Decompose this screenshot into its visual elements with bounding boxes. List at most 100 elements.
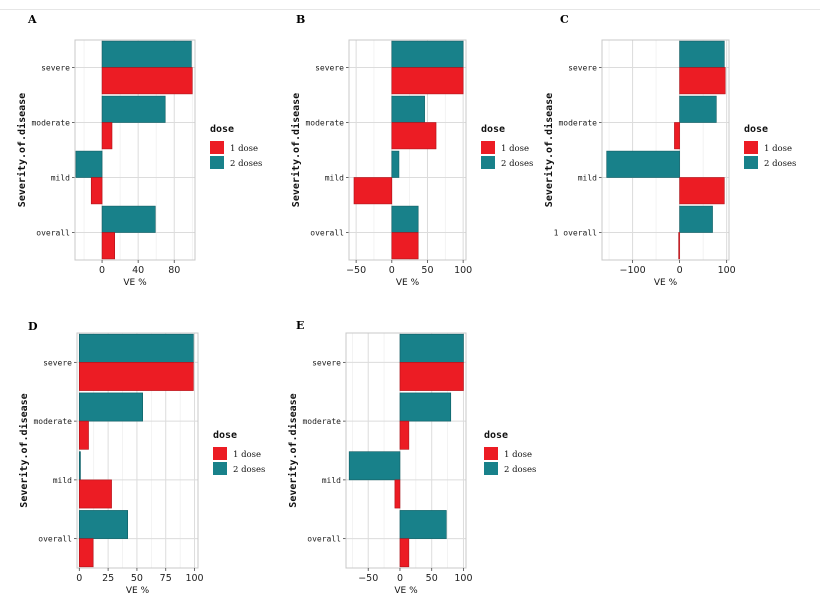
bar-2-doses-moderate (399, 392, 452, 422)
x-tick-label: 100 (454, 573, 472, 584)
x-axis-title: VE % (126, 586, 150, 596)
y-axis-title: Severity.of.disease (18, 393, 30, 507)
legend-swatch-2-doses (481, 156, 495, 169)
x-axis-title: VE % (394, 586, 418, 596)
bar-1-dose-mild (679, 177, 725, 205)
x-axis-title: VE % (123, 278, 147, 288)
x-tick-label: 75 (160, 573, 172, 584)
x-tick-label: 50 (131, 573, 143, 584)
x-tick-label: 40 (132, 265, 144, 276)
x-tick-label: −100 (620, 265, 646, 276)
bar-2-doses-mild (75, 150, 103, 178)
y-tick-label: overall (307, 535, 341, 544)
top-divider (0, 9, 820, 10)
bar-2-doses-severe (679, 40, 725, 68)
bar-1-dose-moderate (79, 420, 89, 450)
y-tick-label: moderate (302, 417, 341, 426)
legend-swatch-1-dose (481, 141, 495, 154)
legend-title: dose (484, 430, 508, 441)
legend-label-2-doses: 2 doses (764, 159, 796, 169)
y-tick-label: severe (43, 358, 72, 367)
plot-border (348, 39, 467, 261)
y-tick-label: mild (578, 174, 597, 183)
y-tick-label: moderate (33, 417, 72, 426)
bar-1-dose-mild (394, 479, 401, 509)
bar-1-dose-moderate (674, 122, 680, 150)
panel-letter: A (27, 13, 37, 26)
bar-1-dose-severe (399, 362, 464, 391)
y-tick-label: overall (310, 229, 344, 238)
legend-swatch-1-dose (213, 447, 227, 460)
bar-2-doses-mild (79, 451, 81, 481)
y-tick-label: overall (36, 229, 70, 238)
bar-1-dose-moderate (101, 122, 113, 150)
legend-swatch-2-doses (484, 462, 498, 475)
legend-label-1-dose: 1 dose (501, 144, 529, 154)
legend-swatch-2-doses (210, 156, 224, 169)
bar-2-doses-moderate (101, 95, 166, 123)
y-tick-label: mild (325, 174, 344, 183)
y-tick-label: 1 overall (554, 229, 598, 238)
bar-2-doses-moderate (391, 95, 425, 123)
x-tick-label: 100 (718, 265, 736, 276)
x-axis-title: VE % (654, 278, 678, 288)
y-axis-title: Severity.of.disease (287, 393, 299, 507)
legend: dose 1 dose 2 doses (484, 430, 536, 475)
legend-swatch-2-doses (213, 462, 227, 475)
x-tick-label: 0 (677, 265, 683, 276)
bar-1-dose-1-overall (678, 232, 680, 260)
bar-2-doses-severe (79, 333, 194, 363)
bar-2-doses-overall (391, 205, 419, 233)
y-tick-label: moderate (31, 119, 70, 128)
legend: dose 1 dose 2 doses (744, 124, 796, 169)
x-tick-label: 25 (102, 573, 114, 584)
y-tick-label: severe (312, 358, 341, 367)
legend-label-2-doses: 2 doses (501, 159, 533, 169)
legend-label-1-dose: 1 dose (233, 450, 261, 460)
y-tick-label: mild (53, 476, 72, 485)
bar-1-dose-overall (399, 538, 410, 568)
x-tick-label: 0 (99, 265, 105, 276)
bar-2-doses-severe (101, 40, 192, 68)
bar-1-dose-mild (79, 479, 112, 509)
legend-label-1-dose: 1 dose (764, 144, 792, 154)
x-tick-label: 50 (421, 265, 433, 276)
bar-1-dose-overall (101, 232, 115, 260)
legend-title: dose (213, 430, 237, 441)
x-tick-label: 0 (389, 265, 395, 276)
y-axis-title: Severity.of.disease (543, 93, 555, 207)
bar-1-dose-severe (679, 67, 726, 95)
x-tick-label: 0 (397, 573, 403, 584)
legend-label-2-doses: 2 doses (233, 465, 265, 475)
legend-swatch-2-doses (744, 156, 758, 169)
bar-2-doses-overall (101, 205, 156, 233)
bar-1-dose-overall (391, 232, 419, 260)
y-axis-title: Severity.of.disease (290, 93, 302, 207)
y-tick-label: moderate (558, 119, 597, 128)
bar-2-doses-overall (79, 510, 129, 539)
y-tick-label: severe (568, 64, 597, 73)
x-tick-label: 50 (426, 573, 438, 584)
legend-swatch-1-dose (744, 141, 758, 154)
x-tick-label: 80 (168, 265, 180, 276)
bar-2-doses-severe (391, 40, 464, 68)
panel-letter: E (296, 319, 304, 332)
y-tick-label: severe (41, 64, 70, 73)
bar-1-dose-moderate (391, 122, 437, 150)
bar-2-doses-overall (399, 510, 447, 539)
y-tick-label: moderate (305, 119, 344, 128)
y-axis-title: Severity.of.disease (16, 93, 28, 207)
x-tick-label: −50 (346, 265, 366, 276)
bar-1-dose-severe (391, 67, 464, 95)
y-tick-label: mild (322, 476, 341, 485)
bar-2-doses-1-overall (679, 205, 713, 233)
legend-label-1-dose: 1 dose (504, 450, 532, 460)
legend-title: dose (481, 124, 505, 135)
bar-1-dose-overall (79, 538, 94, 568)
legend-swatch-1-dose (484, 447, 498, 460)
